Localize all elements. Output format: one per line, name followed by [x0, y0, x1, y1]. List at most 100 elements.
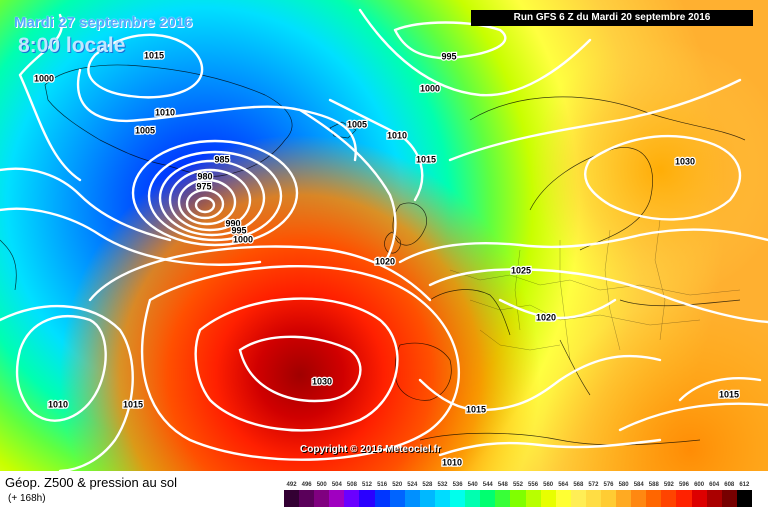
scale-label: 532 — [437, 482, 448, 488]
isobar-label: 1010 — [442, 457, 462, 467]
weather-map: 1015 995 1000 1000 1010 1005 1005 1010 1015 985 98… — [0, 0, 768, 471]
scale-label: 536 — [452, 482, 463, 488]
scale-swatch — [736, 490, 752, 507]
isobars — [0, 8, 768, 471]
isobar-label: 1010 — [387, 130, 407, 140]
scale-swatch — [374, 490, 390, 507]
isobar-label: 1010 — [48, 399, 68, 409]
isobar-label: 995 — [231, 225, 246, 235]
scale-swatch — [691, 490, 707, 507]
scale-label: 544 — [482, 482, 493, 488]
scale-swatch — [555, 490, 571, 507]
scale-label: 548 — [497, 482, 508, 488]
borders — [449, 219, 741, 361]
scale-swatch — [314, 490, 330, 507]
scale-swatch — [646, 490, 662, 507]
isobar-label: 1000 — [233, 234, 253, 244]
map-title: Géop. Z500 & pression au sol — [5, 475, 177, 490]
isobar-labels: 1015 995100010001010100510051010101598598… — [33, 49, 741, 469]
scale-swatch — [450, 490, 466, 507]
forecast-time: 8:00 locale — [18, 34, 126, 57]
run-banner: Run GFS 6 Z du Mardi 20 septembre 2016 — [471, 10, 753, 26]
scale-swatch — [570, 490, 586, 507]
isobar-label: 1025 — [511, 265, 531, 275]
scale-label: 596 — [678, 482, 689, 488]
copyright-text: Copyright © 2016 Meteociel.fr — [300, 444, 441, 455]
scale-swatch — [284, 490, 300, 507]
scale-label: 528 — [422, 482, 433, 488]
scale-label: 524 — [407, 482, 418, 488]
scale-label: 580 — [618, 482, 629, 488]
scale-swatch — [329, 490, 345, 507]
scale-label: 584 — [633, 482, 644, 488]
isobar-label: 975 — [196, 181, 211, 191]
scale-label: 608 — [724, 482, 735, 488]
scale-label: 560 — [543, 482, 554, 488]
scale-label: 592 — [663, 482, 674, 488]
isobar-label: 1015 — [466, 404, 486, 414]
scale-swatch — [721, 490, 737, 507]
isobar-label: 985 — [214, 154, 229, 164]
scale-swatch — [631, 490, 647, 507]
scale-swatch — [600, 490, 617, 507]
scale-label: 508 — [346, 482, 357, 488]
scale-label: 492 — [286, 482, 297, 488]
scale-swatch — [706, 490, 722, 507]
scale-label: 564 — [558, 482, 569, 488]
isobar-label: 1015 — [144, 50, 164, 60]
scale-swatch — [540, 490, 556, 507]
scale-swatch — [676, 490, 692, 507]
scale-swatch — [480, 490, 496, 507]
scale-swatch — [404, 490, 420, 507]
isobar-label: 1000 — [34, 73, 54, 83]
scale-label: 588 — [648, 482, 659, 488]
scale-label: 540 — [467, 482, 478, 488]
scale-label: 604 — [709, 482, 720, 488]
isobar-label: 1015 — [719, 389, 739, 399]
scale-label: 572 — [588, 482, 599, 488]
scale-label: 520 — [392, 482, 403, 488]
scale-swatch — [299, 490, 315, 507]
scale-swatch — [389, 490, 405, 507]
isobar-label: 1015 — [416, 154, 436, 164]
scale-label: 612 — [739, 482, 750, 488]
forecast-date: Mardi 27 septembre 2016 — [14, 14, 193, 31]
isobar-label: 1030 — [312, 376, 332, 386]
scale-swatch — [495, 490, 511, 507]
isobar-label: 995 — [441, 51, 456, 61]
forecast-range: (+ 168h) — [8, 493, 46, 504]
scale-label: 500 — [316, 482, 327, 488]
scale-label: 496 — [301, 482, 312, 488]
isobar-label: 1005 — [347, 119, 367, 129]
scale-swatch — [465, 490, 481, 507]
isobar-label: 980 — [197, 171, 212, 181]
scale-swatch — [344, 490, 360, 507]
scale-swatch — [359, 490, 375, 507]
isobar-label: 1030 — [675, 156, 695, 166]
scale-label: 552 — [512, 482, 523, 488]
scale-swatch — [585, 490, 601, 507]
scale-swatch — [525, 490, 541, 507]
scale-label: 556 — [528, 482, 539, 488]
isobar-label: 1020 — [375, 256, 395, 266]
scale-swatch — [510, 490, 526, 507]
isobar-label: 1000 — [420, 83, 440, 93]
scale-label: 504 — [331, 482, 342, 488]
scale-swatch — [419, 490, 435, 507]
scale-label: 576 — [603, 482, 614, 488]
geopotential-field: 1015 995100010001010100510051010101598598… — [0, 0, 768, 471]
isobar-label: 1020 — [536, 312, 556, 322]
color-scale-labels: 492 496 500 504 508 512 516 520 524 528 532 536 540 5… — [284, 481, 752, 490]
scale-swatch — [616, 490, 632, 507]
isobar-label: 1010 — [155, 107, 175, 117]
color-scale-bar — [284, 490, 752, 507]
isobar-label: 990 — [225, 218, 240, 228]
scale-swatch — [434, 490, 451, 507]
scale-swatch — [661, 490, 677, 507]
scale-label: 600 — [694, 482, 705, 488]
isobar-label: 1015 — [123, 399, 143, 409]
isobar-label: 1005 — [135, 125, 155, 135]
scale-label: 512 — [362, 482, 373, 488]
scale-label: 516 — [377, 482, 388, 488]
scale-label: 568 — [573, 482, 584, 488]
